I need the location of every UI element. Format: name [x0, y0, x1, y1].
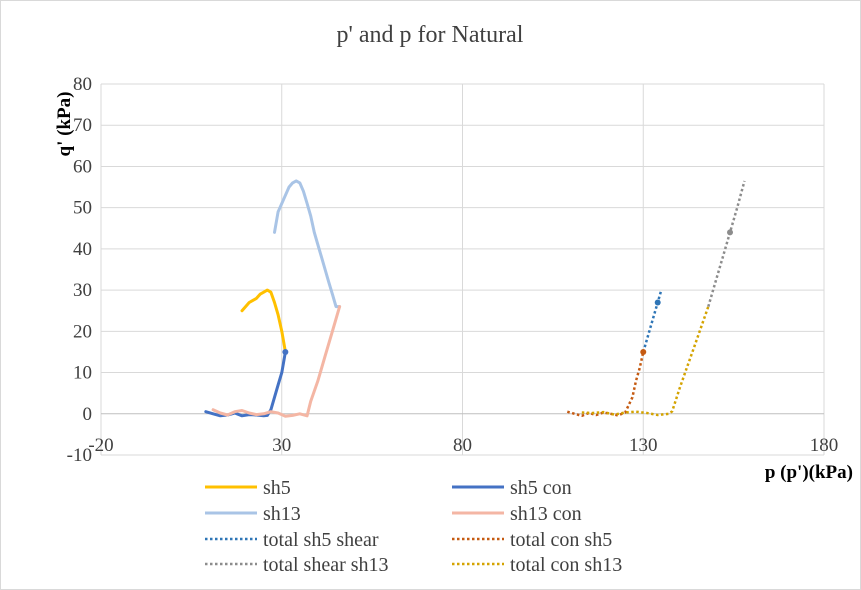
x-axis-label: p (p')(kPa) [765, 462, 853, 483]
y-axis-label: q' (kPa) [54, 92, 75, 157]
y-tick-label: 70 [73, 115, 92, 136]
y-tick-label: 10 [73, 363, 92, 384]
y-tick-label: 0 [83, 404, 93, 425]
legend-label-total-sh5-shear: total sh5 shear [263, 529, 379, 551]
x-tick-label: 180 [810, 435, 839, 456]
legend-label-sh13: sh13 [263, 503, 301, 525]
y-tick-label: 60 [73, 156, 92, 177]
legend-label-total-con-sh13: total con sh13 [510, 554, 622, 576]
tick-labels: -10 0 10 20 30 40 50 60 70 80 -20 30 80 130 180 [67, 74, 839, 466]
series-line-total-shear-sh13 [707, 180, 746, 307]
legend-label-total-con-sh5: total con sh5 [510, 529, 612, 551]
y-tick-label: 80 [73, 74, 92, 95]
gridlines [100, 83, 825, 456]
legend-label-sh5-con: sh5 con [510, 477, 572, 499]
y-tick-label: 20 [73, 321, 92, 342]
series-line-sh13-con [211, 305, 342, 418]
legend-label-sh13-con: sh13 con [510, 503, 582, 525]
total-con-sh5-end-marker [640, 348, 647, 355]
y-tick-label: 50 [73, 198, 92, 219]
sh5-con-end-marker [282, 348, 289, 355]
series-line-sh5 [240, 288, 287, 354]
series-line-total-sh5-shear [642, 289, 663, 353]
series-layer [204, 179, 746, 418]
series-line-total-con-sh5 [566, 351, 645, 418]
legend-label-sh5: sh5 [263, 477, 291, 499]
series-line-sh13 [273, 179, 342, 309]
legend-label-total-shear-sh13: total shear sh13 [263, 554, 389, 576]
x-tick-label: 30 [272, 435, 291, 456]
y-tick-label: 30 [73, 280, 92, 301]
x-tick-label: 130 [629, 435, 658, 456]
y-tick-label: 40 [73, 239, 92, 260]
total-sh5-shear-marker [654, 299, 661, 306]
chart-title: p' and p for Natural [337, 22, 524, 48]
series-line-sh5-con [204, 350, 287, 418]
x-tick-label: -20 [88, 435, 113, 456]
x-tick-label: 80 [453, 435, 472, 456]
series-line-total-con-sh13 [581, 306, 710, 417]
y-tick-label: -10 [67, 445, 92, 466]
total-shear-sh13-marker [727, 229, 734, 236]
legend: sh5 sh5 con sh13 sh13 con total sh5 shear tot… [205, 477, 622, 576]
